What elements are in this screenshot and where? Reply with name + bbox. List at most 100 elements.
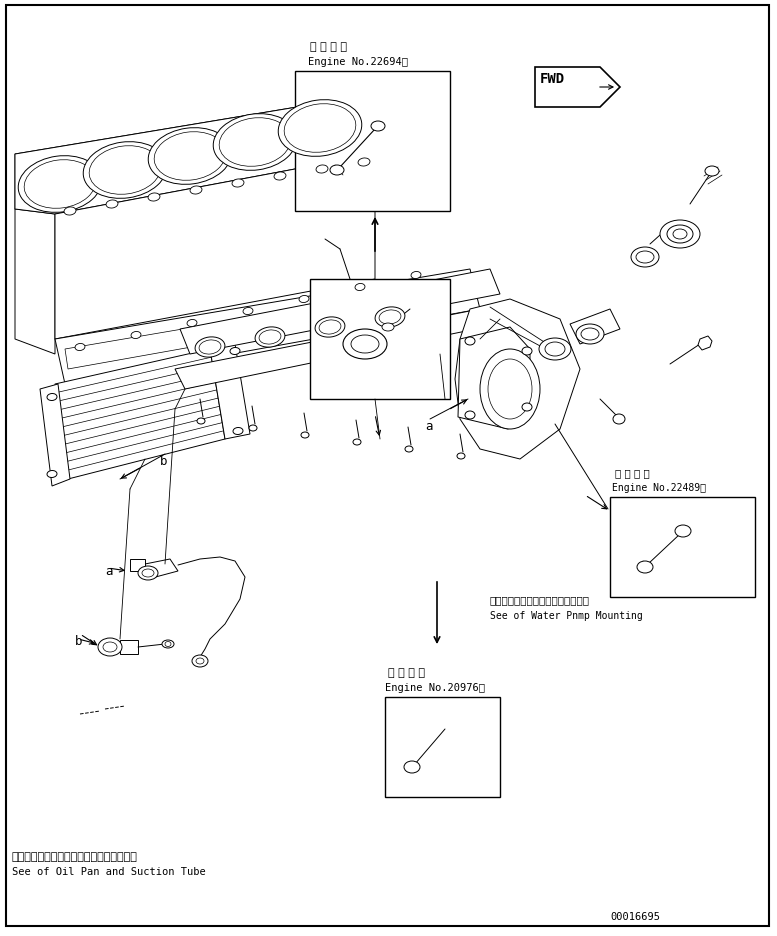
Text: オイルパンおよびサクションチューブ参照: オイルパンおよびサクションチューブ参照 — [12, 851, 138, 861]
Ellipse shape — [148, 194, 160, 202]
Ellipse shape — [47, 471, 57, 478]
Ellipse shape — [278, 100, 362, 157]
Ellipse shape — [232, 180, 244, 188]
Bar — [310, 280, 450, 400]
Ellipse shape — [154, 133, 226, 181]
Ellipse shape — [75, 344, 85, 351]
Ellipse shape — [83, 142, 167, 199]
Ellipse shape — [64, 208, 76, 216]
Polygon shape — [55, 350, 225, 479]
Polygon shape — [535, 68, 620, 108]
Ellipse shape — [255, 328, 285, 348]
Ellipse shape — [343, 329, 387, 359]
Ellipse shape — [142, 569, 154, 578]
Ellipse shape — [274, 173, 286, 181]
Polygon shape — [40, 385, 70, 487]
Ellipse shape — [219, 119, 291, 168]
Ellipse shape — [284, 105, 356, 154]
Polygon shape — [135, 560, 178, 579]
Ellipse shape — [319, 320, 341, 335]
Polygon shape — [175, 308, 500, 389]
Ellipse shape — [89, 147, 161, 195]
Ellipse shape — [249, 426, 257, 431]
Ellipse shape — [316, 166, 328, 174]
Ellipse shape — [243, 308, 253, 315]
Text: Engine No.22694～: Engine No.22694～ — [308, 57, 408, 67]
Polygon shape — [65, 282, 472, 370]
Ellipse shape — [199, 341, 221, 355]
Text: 適 用 号 機: 適 用 号 機 — [310, 42, 347, 51]
Ellipse shape — [631, 248, 659, 268]
Bar — [385, 697, 500, 797]
Ellipse shape — [581, 329, 599, 341]
Ellipse shape — [675, 525, 691, 537]
Polygon shape — [15, 95, 375, 210]
Text: FWD: FWD — [540, 72, 565, 86]
Ellipse shape — [673, 229, 687, 240]
Text: a: a — [105, 564, 113, 578]
Polygon shape — [15, 210, 55, 355]
Ellipse shape — [353, 440, 361, 446]
Ellipse shape — [330, 166, 344, 176]
Ellipse shape — [259, 330, 281, 344]
Ellipse shape — [705, 167, 719, 177]
Ellipse shape — [195, 338, 225, 358]
Ellipse shape — [465, 412, 475, 419]
Bar — [610, 497, 755, 597]
Ellipse shape — [379, 311, 401, 325]
Ellipse shape — [190, 187, 202, 195]
Ellipse shape — [465, 338, 475, 345]
Ellipse shape — [637, 562, 653, 574]
Text: b: b — [75, 635, 82, 648]
Polygon shape — [570, 310, 620, 344]
Ellipse shape — [106, 200, 118, 209]
Polygon shape — [55, 154, 375, 340]
Bar — [295, 72, 450, 212]
Ellipse shape — [187, 320, 197, 328]
Text: 適 用 号 機: 適 用 号 機 — [388, 667, 425, 678]
Bar — [120, 640, 138, 654]
Ellipse shape — [165, 642, 171, 647]
Polygon shape — [458, 328, 530, 430]
Ellipse shape — [47, 394, 57, 402]
Ellipse shape — [457, 454, 465, 460]
Ellipse shape — [230, 348, 240, 355]
Ellipse shape — [613, 415, 625, 425]
Ellipse shape — [299, 296, 309, 303]
Ellipse shape — [488, 359, 532, 419]
Text: ウォータポンプマウンティング参照: ウォータポンプマウンティング参照 — [490, 594, 590, 605]
Ellipse shape — [351, 336, 379, 354]
Polygon shape — [698, 337, 712, 351]
Ellipse shape — [24, 161, 96, 209]
Ellipse shape — [411, 272, 421, 279]
Text: Engine No.20976～: Engine No.20976～ — [385, 682, 485, 693]
Ellipse shape — [375, 308, 405, 328]
Ellipse shape — [301, 432, 309, 439]
Ellipse shape — [162, 640, 174, 649]
Polygon shape — [455, 300, 580, 460]
Text: See of Oil Pan and Suction Tube: See of Oil Pan and Suction Tube — [12, 866, 206, 876]
Ellipse shape — [355, 285, 365, 291]
Ellipse shape — [480, 350, 540, 430]
Ellipse shape — [358, 159, 370, 167]
Ellipse shape — [103, 642, 117, 652]
Ellipse shape — [213, 114, 297, 171]
Ellipse shape — [18, 156, 102, 213]
Polygon shape — [180, 270, 500, 355]
Text: a: a — [425, 419, 433, 432]
Ellipse shape — [315, 317, 345, 338]
Ellipse shape — [196, 658, 204, 665]
Ellipse shape — [371, 122, 385, 132]
Ellipse shape — [197, 418, 205, 425]
Ellipse shape — [405, 446, 413, 452]
Text: 適 用 号 機: 適 用 号 機 — [615, 467, 650, 477]
Polygon shape — [210, 344, 250, 440]
Ellipse shape — [138, 566, 158, 580]
Ellipse shape — [636, 252, 654, 264]
Ellipse shape — [192, 655, 208, 667]
Text: b: b — [160, 455, 168, 467]
Ellipse shape — [382, 324, 394, 331]
Ellipse shape — [667, 226, 693, 243]
Ellipse shape — [522, 347, 532, 356]
Ellipse shape — [131, 332, 141, 339]
